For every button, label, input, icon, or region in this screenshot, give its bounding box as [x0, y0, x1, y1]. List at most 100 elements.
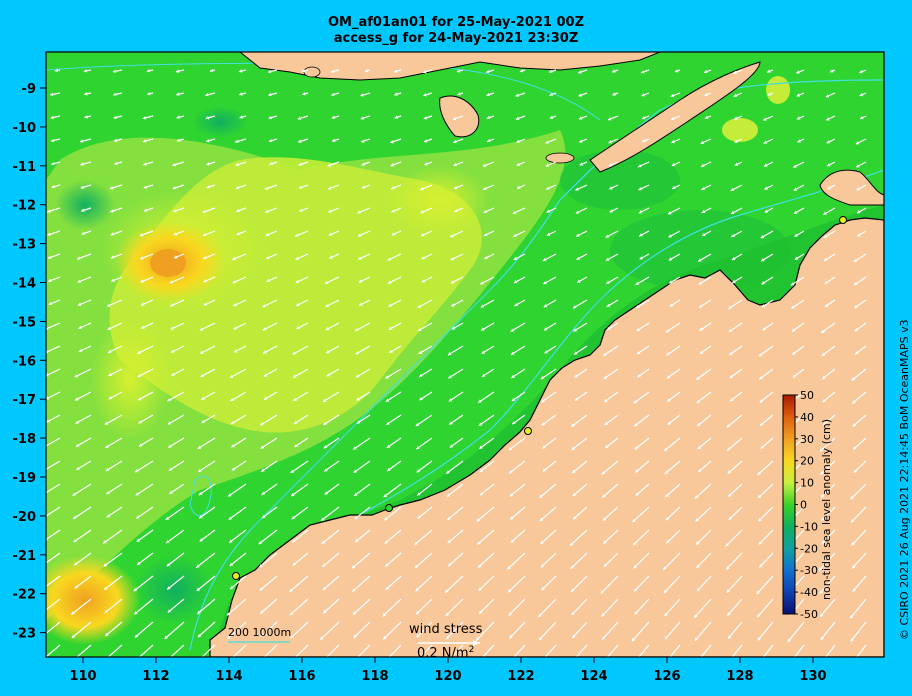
wind-arrow-head [168, 467, 173, 471]
wind-arrow-head [542, 257, 547, 262]
wind-arrow-head [483, 232, 488, 237]
wind-arrow-head [146, 68, 151, 73]
wind-arrow-head [269, 161, 273, 166]
wind-arrow-shaft [575, 644, 588, 657]
wind-arrow-head [634, 611, 638, 615]
wind-arrow-head [819, 567, 823, 571]
wind-arrow-shaft [168, 460, 185, 472]
wind-arrow-head [757, 636, 762, 641]
isobath-legend: 200 1000m [228, 626, 291, 643]
wind-arrow-head [481, 327, 485, 331]
wind-arrow-head [356, 374, 360, 378]
wind-arrow-head [416, 445, 420, 450]
wind-arrow-head [233, 303, 237, 307]
wind-arrow-head [197, 610, 201, 614]
wind-arrow-head [509, 470, 513, 474]
wind-arrow-shaft [450, 644, 464, 657]
wind-arrow-head [418, 327, 422, 331]
wind-arrow-head [71, 611, 75, 615]
wind-arrow-head [663, 566, 667, 570]
wind-arrow-head [513, 233, 517, 238]
wind-arrow-head [294, 233, 299, 237]
wind-arrow-head [233, 349, 238, 353]
wind-arrow-head [417, 515, 422, 519]
wind-arrow-head [824, 303, 829, 307]
wind-arrow-head [697, 587, 701, 591]
wind-arrow-head [632, 518, 636, 523]
wind-arrow-head [571, 423, 575, 427]
wind-arrow-shaft [198, 483, 216, 496]
wind-arrow-head [327, 186, 332, 190]
wind-arrow-shaft [103, 552, 123, 568]
wind-arrow-head [763, 163, 768, 167]
wind-arrow-head [665, 493, 669, 498]
wind-arrow-head [573, 515, 577, 520]
wind-arrow-shaft [632, 529, 650, 546]
wind-arrow-head [324, 280, 329, 284]
wind-arrow-head [354, 492, 358, 496]
wind-arrow-shaft [513, 644, 526, 657]
wind-arrow-head [667, 421, 672, 425]
wind-arrow-shaft [102, 529, 123, 544]
wind-arrow-head [323, 609, 327, 614]
wind-arrow-head [827, 186, 831, 190]
wind-arrow-head [822, 375, 826, 380]
wind-arrow-head [424, 139, 428, 143]
wind-arrow-head [823, 421, 827, 426]
wind-arrow-shaft [634, 598, 650, 615]
wind-arrow-head [229, 374, 234, 378]
wind-arrow-shaft [508, 460, 526, 474]
wind-arrow-head [636, 350, 641, 355]
x-tick-label: 114 [215, 669, 242, 684]
wind-arrow-head [605, 444, 609, 449]
wind-arrow-head [851, 377, 856, 381]
wind-arrow-head [694, 637, 699, 641]
wind-arrow-head [329, 255, 333, 259]
wind-arrow-shaft [74, 575, 92, 589]
wind-arrow-head [854, 327, 859, 332]
wind-arrow-head [299, 208, 303, 213]
wind-arrow-head [231, 467, 236, 471]
wind-arrow-shaft [762, 644, 774, 657]
wind-arrow-shaft [793, 644, 805, 657]
wind-arrow-head [197, 445, 202, 449]
wind-arrow-head [230, 421, 235, 425]
wind-arrow-head [824, 280, 829, 284]
wind-arrow-head [418, 350, 423, 354]
wind-arrow-head [759, 376, 763, 380]
wind-arrow-head [199, 515, 203, 519]
wind-arrow-head [579, 162, 584, 166]
wind-arrow-shaft [850, 483, 867, 500]
anomaly-patch-yellow-3 [46, 555, 140, 645]
wind-arrow-shaft [199, 529, 216, 542]
wind-arrow-head [479, 468, 484, 472]
wind-arrow-head [851, 518, 855, 523]
wind-arrow-shaft [46, 552, 61, 564]
land-sumba [439, 95, 480, 138]
wind-arrow-shaft [446, 483, 464, 498]
wind-arrow-head [364, 68, 369, 73]
wind-arrow-shaft [46, 437, 61, 447]
wind-arrow-shaft [415, 598, 433, 615]
wind-arrow-head [391, 186, 395, 190]
colorbar-tick-label: 0 [800, 499, 807, 512]
wind-arrow-head [386, 421, 390, 425]
wind-arrow-shaft [382, 621, 402, 640]
wind-arrow-head [696, 399, 701, 403]
x-tick-label: 110 [69, 669, 96, 684]
wind-arrow-head [456, 69, 461, 73]
wind-arrow-shaft [476, 506, 495, 522]
wind-arrow-head [41, 564, 44, 567]
wind-arrow-head [230, 397, 234, 402]
land-melville-island [819, 169, 884, 206]
wind-arrow-shaft [694, 621, 712, 642]
colorbar-segment [783, 592, 795, 615]
wind-arrow-head [641, 116, 646, 120]
wind-arrow-head [576, 256, 581, 260]
wind-arrow-head [138, 443, 143, 447]
wind-arrow-head [169, 490, 173, 494]
wind-arrow-head [421, 256, 425, 260]
wind-arrow-head [293, 420, 298, 424]
wind-arrow-head [361, 185, 366, 189]
